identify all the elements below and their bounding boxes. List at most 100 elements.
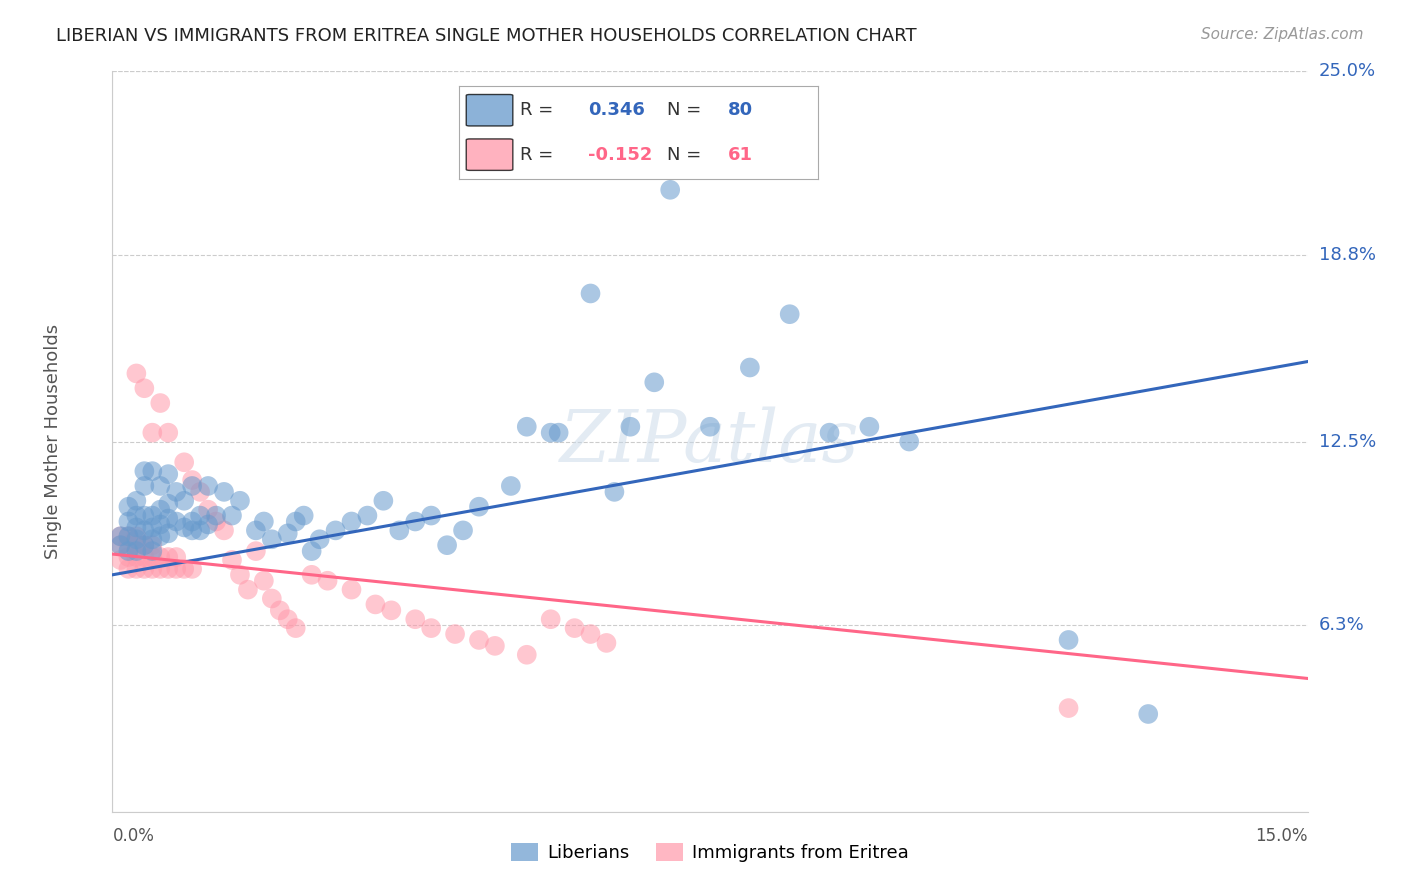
Point (157, 549, 180, 564)
Text: 0.0%: 0.0% (112, 828, 155, 846)
Point (316, 574, 339, 588)
Point (117, 562, 139, 576)
Point (149, 562, 172, 576)
Point (269, 603, 291, 617)
Point (229, 567, 252, 582)
Point (579, 286, 602, 301)
Point (125, 538, 148, 552)
Point (125, 544, 148, 558)
Point (253, 574, 276, 588)
Point (117, 515, 139, 529)
Point (253, 515, 276, 529)
Point (173, 562, 195, 576)
Point (779, 307, 801, 321)
Point (117, 529, 139, 543)
Point (141, 538, 163, 552)
Point (818, 425, 841, 440)
Point (157, 562, 180, 576)
Point (738, 360, 761, 375)
Point (277, 526, 299, 541)
Point (125, 549, 148, 564)
Point (516, 648, 538, 662)
Point (149, 479, 172, 493)
Point (110, 529, 132, 543)
Point (603, 484, 626, 499)
Text: 25.0%: 25.0% (1319, 62, 1376, 80)
Point (236, 582, 259, 597)
Point (125, 529, 148, 543)
Point (364, 598, 387, 612)
Point (404, 515, 426, 529)
Point (117, 544, 139, 558)
Point (675, 159, 697, 173)
Text: Source: ZipAtlas.com: Source: ZipAtlas.com (1201, 27, 1364, 42)
Point (898, 434, 921, 449)
Point (125, 562, 148, 576)
Point (547, 425, 569, 440)
Point (165, 549, 187, 564)
Point (157, 425, 180, 440)
Point (165, 562, 187, 576)
Point (245, 524, 267, 538)
Point (499, 479, 522, 493)
Point (117, 549, 139, 564)
Text: 6.3%: 6.3% (1319, 616, 1364, 634)
Point (188, 524, 211, 538)
Point (245, 544, 267, 558)
Point (420, 508, 443, 523)
Point (117, 538, 139, 552)
Point (619, 419, 641, 434)
Point (301, 567, 323, 582)
Point (134, 479, 156, 493)
Point (221, 508, 243, 523)
Point (165, 515, 187, 529)
Text: Single Mother Households: Single Mother Households (44, 324, 62, 559)
Point (141, 549, 163, 564)
Point (149, 502, 172, 516)
Point (308, 533, 330, 547)
Point (165, 484, 187, 499)
Point (595, 636, 617, 650)
Point (404, 612, 426, 626)
Point (388, 524, 411, 538)
Point (212, 484, 235, 499)
Point (260, 591, 283, 606)
Point (468, 500, 491, 514)
Point (117, 529, 139, 543)
Point (373, 493, 395, 508)
Point (540, 425, 562, 440)
Point (157, 497, 180, 511)
Point (340, 582, 363, 597)
Point (197, 517, 219, 532)
Point (141, 464, 163, 478)
Point (134, 538, 156, 552)
Point (205, 508, 228, 523)
Point (141, 562, 163, 576)
Point (141, 508, 163, 523)
Point (260, 533, 283, 547)
Point (149, 549, 172, 564)
Point (188, 484, 211, 499)
Point (436, 538, 458, 552)
Point (564, 621, 586, 635)
Point (181, 473, 204, 487)
Point (181, 524, 204, 538)
Point (643, 376, 665, 390)
Point (468, 632, 491, 647)
Point (117, 500, 139, 514)
Point (516, 419, 538, 434)
Point (340, 515, 363, 529)
Point (134, 464, 156, 478)
Point (149, 529, 172, 543)
Point (197, 502, 219, 516)
Point (110, 538, 132, 552)
Point (212, 524, 235, 538)
Text: ZIPatlas: ZIPatlas (560, 406, 860, 477)
Point (141, 425, 163, 440)
Point (1057, 632, 1080, 647)
Point (110, 529, 132, 543)
Point (125, 367, 148, 381)
Point (420, 621, 443, 635)
Point (188, 508, 211, 523)
Point (1057, 701, 1080, 715)
